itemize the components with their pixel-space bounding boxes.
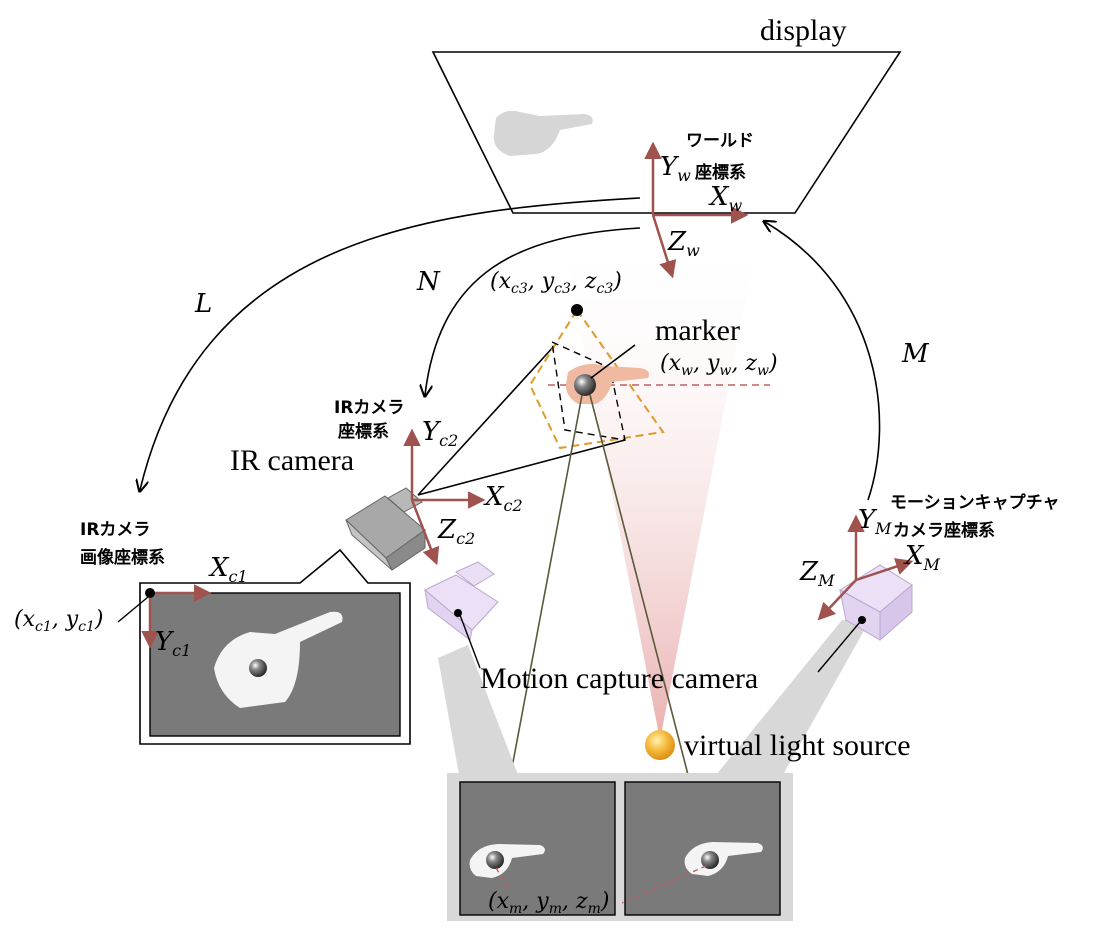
marker-frustum-orange: [528, 308, 665, 450]
marker-label: marker: [655, 314, 740, 347]
c3-point: [571, 304, 583, 316]
mocap-camera-label: Motion capture camera: [480, 662, 758, 695]
transform-n-arrow: [425, 227, 641, 395]
mocap-right-pointer: [817, 621, 861, 673]
ir-camera-label: IR camera: [230, 444, 354, 477]
mocap-right-dashed: [621, 865, 707, 904]
hand-shadow-on-display: [493, 110, 593, 156]
ir-image-marker-ball: [249, 659, 267, 677]
mocap-cs-label-2: カメラ座標系: [893, 520, 995, 541]
axis-zm: ZM: [799, 557, 835, 590]
axis-xw: Xw: [708, 182, 743, 215]
ir-camera-axes: [403, 428, 486, 566]
ir-frustum-line: [417, 344, 556, 496]
ir-img-cs-label-2: 画像座標系: [80, 547, 165, 568]
mocap-right-ball: [701, 851, 719, 869]
world-axes: [644, 141, 749, 279]
axis-xm: XM: [903, 541, 941, 574]
transform-l-arrow: [140, 197, 641, 490]
mocap-camera-view-left: [438, 645, 520, 780]
axis-zc2: Zc2: [437, 515, 475, 548]
mocap-cs-label-1: モーションキャプチャ: [890, 492, 1060, 513]
display-label: display: [760, 14, 847, 47]
transform-l-label: L: [194, 289, 212, 319]
ir-frustum-line: [417, 439, 626, 496]
light-cone: [560, 225, 760, 740]
coord-w: (xw, yw, zw): [660, 351, 778, 379]
marker-frustum-black: [551, 340, 626, 441]
coord-c1: (xc1, yc1): [14, 607, 104, 635]
axis-yc1: Yc1: [155, 627, 191, 660]
ir-img-cs-label-1: IRカメラ: [80, 520, 150, 540]
mocap-left-ball: [486, 851, 504, 869]
axis-xc1: Xc1: [208, 553, 248, 586]
world-cs-label-2: 座標系: [695, 162, 746, 183]
axis-yw: Yw: [660, 152, 691, 185]
transform-m-arrow: [765, 222, 881, 501]
mocap-camera-left-icon: [424, 561, 499, 641]
mocap-left-pointer: [459, 614, 481, 669]
ir-cam-cs-label-2: 座標系: [338, 421, 389, 442]
mocap-axes: [817, 514, 914, 621]
transform-n-label: N: [416, 267, 441, 297]
c1-pointer: [117, 596, 149, 623]
display-screen: [431, 51, 902, 214]
virtual-light-ball: [645, 730, 675, 760]
mocap-left-dashed: [495, 867, 511, 891]
transform-m-label: M: [901, 339, 930, 369]
ir-image-hand: [214, 611, 343, 708]
axis-yc2: Yc2: [422, 417, 458, 450]
virtual-light-label: virtual light source: [684, 729, 911, 762]
axis-ym: YM: [858, 505, 892, 538]
axis-zw: Zw: [667, 227, 700, 260]
ir-image-axes: [141, 584, 212, 649]
mocap-camera-right-icon: [839, 564, 913, 642]
marker-pointer: [590, 344, 636, 379]
c1-point: [145, 588, 155, 598]
mocap-camera-view-right: [712, 620, 870, 780]
world-cs-label-1: ワールド: [686, 131, 754, 151]
axis-xc2: Xc2: [483, 482, 523, 515]
ir-camera-icon: [345, 487, 426, 571]
ir-cam-cs-label-1: IRカメラ: [334, 398, 404, 418]
marker-ball: [574, 374, 596, 396]
mocap-left-hand: [469, 844, 545, 878]
